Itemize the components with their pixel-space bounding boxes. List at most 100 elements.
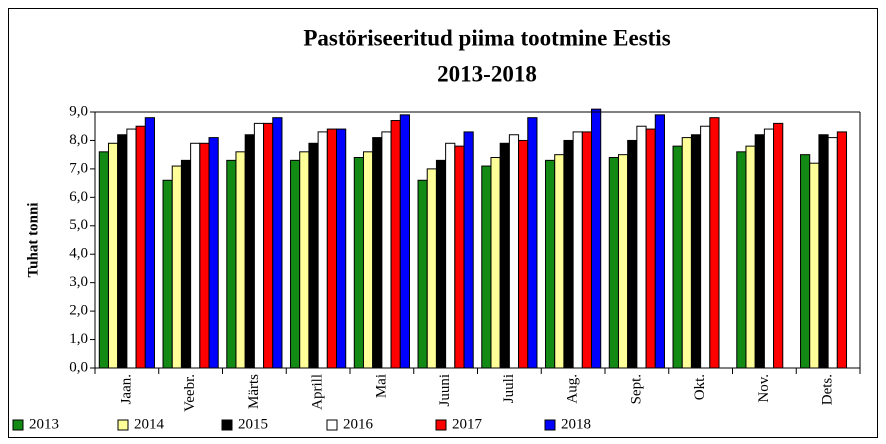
bar	[336, 128, 347, 369]
bar	[645, 128, 656, 369]
bar	[672, 145, 683, 369]
legend-label: 2014	[134, 416, 165, 432]
bar	[709, 117, 720, 369]
bar	[308, 142, 319, 369]
bar	[445, 142, 456, 369]
y-tick-label: 2,0	[69, 303, 88, 319]
legend-label: 2015	[238, 416, 268, 432]
bar	[417, 179, 428, 369]
bar	[117, 134, 128, 369]
bar	[518, 139, 529, 369]
bar	[98, 151, 109, 369]
bar	[591, 108, 602, 369]
bar	[754, 134, 765, 369]
legend-label: 2013	[29, 416, 59, 432]
bar	[736, 151, 747, 369]
bar	[581, 131, 593, 369]
bar	[836, 131, 848, 369]
bar	[290, 159, 301, 369]
bar	[381, 131, 392, 369]
y-tick-label: 1,0	[69, 331, 88, 347]
bar	[745, 145, 756, 369]
bar	[299, 151, 310, 369]
legend-swatch	[326, 419, 338, 431]
bar	[499, 142, 510, 369]
y-tick-label: 9,0	[69, 103, 88, 119]
bar	[809, 162, 820, 369]
bar	[435, 159, 447, 369]
x-tick-label: Märts	[246, 374, 262, 409]
bar	[818, 134, 829, 369]
bar	[353, 157, 364, 369]
x-tick-label: Jaan.	[118, 374, 134, 404]
bar	[244, 134, 255, 369]
x-tick-label: Juuli	[501, 374, 517, 403]
chart-title: Pastöriseeritud piima tootmine Eestis	[303, 25, 670, 50]
x-tick-label: Nov.	[756, 374, 772, 403]
bar	[545, 159, 556, 369]
legend-swatch	[544, 419, 556, 431]
y-axis-label: Tuhat tonni	[25, 203, 41, 278]
bar	[690, 134, 702, 369]
x-tick-label: Okt.	[692, 374, 708, 400]
bar	[362, 151, 374, 369]
legend-label: 2016	[343, 416, 374, 432]
bar	[508, 134, 520, 369]
y-tick-label: 7,0	[69, 160, 88, 176]
x-tick-label: Veebr.	[182, 374, 198, 412]
y-tick-label: 4,0	[69, 246, 88, 262]
bar	[235, 151, 246, 369]
bar	[253, 122, 265, 369]
bar	[773, 122, 784, 369]
bar	[700, 125, 711, 369]
bar	[627, 139, 638, 369]
x-tick-label: Mai	[373, 374, 389, 398]
bar	[608, 157, 619, 369]
legend-label: 2018	[561, 416, 591, 432]
bar	[208, 137, 219, 369]
bar	[107, 142, 119, 369]
bar	[390, 120, 401, 369]
bar	[481, 165, 492, 369]
bar	[763, 128, 775, 369]
bar	[654, 114, 665, 369]
bar	[399, 114, 410, 369]
bar	[135, 125, 146, 369]
bar	[180, 159, 192, 369]
bar	[572, 131, 583, 369]
bar	[426, 168, 437, 369]
bar	[162, 179, 173, 369]
y-tick-label: 8,0	[69, 132, 88, 148]
legend-label: 2017	[452, 416, 483, 432]
bar	[554, 154, 565, 369]
bar	[326, 128, 338, 369]
bar	[636, 125, 647, 369]
bar	[490, 157, 501, 369]
bar	[800, 154, 811, 369]
legend-swatch	[12, 419, 24, 431]
bar	[527, 117, 538, 369]
bar	[171, 165, 182, 369]
bar	[617, 154, 629, 369]
chart-subtitle: 2013-2018	[437, 61, 537, 86]
y-tick-label: 0,0	[69, 359, 88, 375]
bar	[317, 131, 328, 369]
legend-swatch	[117, 419, 129, 431]
bar	[454, 145, 465, 369]
y-tick-label: 5,0	[69, 217, 88, 233]
x-tick-label: Aug.	[565, 374, 581, 404]
bar	[681, 137, 692, 369]
legend-swatch	[221, 419, 233, 431]
bar	[827, 137, 838, 369]
bar	[563, 139, 574, 369]
bar	[126, 128, 137, 369]
legend-swatch	[435, 419, 447, 431]
y-tick-label: 3,0	[69, 274, 88, 290]
y-tick-label: 6,0	[69, 189, 88, 205]
x-tick-label: Aprill	[310, 374, 326, 410]
bar	[372, 137, 383, 369]
plot-area	[95, 112, 860, 368]
bar	[144, 117, 155, 369]
bar	[226, 159, 237, 369]
